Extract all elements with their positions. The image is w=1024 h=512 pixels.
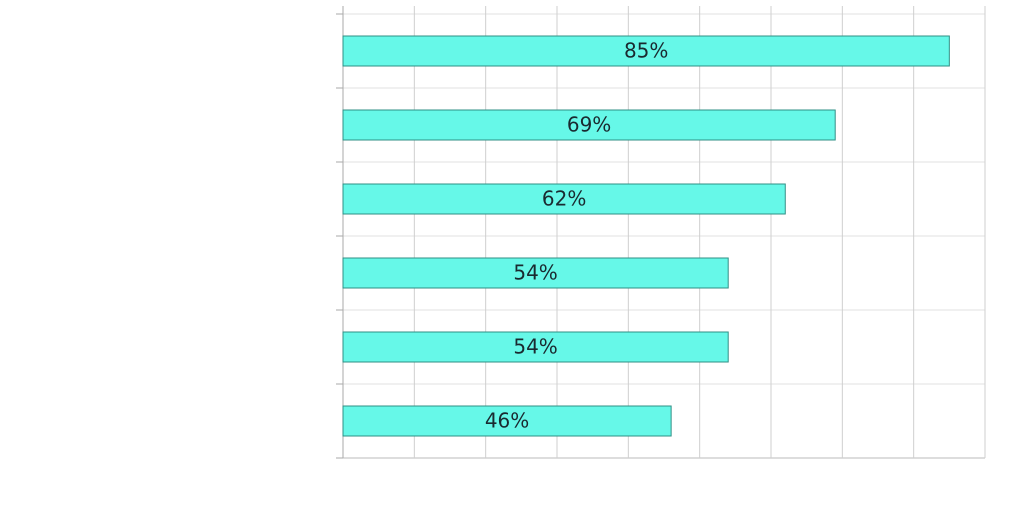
data-label: 46% <box>485 409 529 433</box>
bar <box>342 257 729 289</box>
bar <box>342 183 786 215</box>
data-label: 62% <box>542 187 586 211</box>
bar <box>342 35 950 67</box>
data-label: 85% <box>624 39 668 63</box>
data-label: 69% <box>567 113 611 137</box>
bar <box>342 109 836 141</box>
data-label: 54% <box>513 335 557 359</box>
bar <box>342 331 729 363</box>
bar <box>342 405 672 437</box>
data-label: 54% <box>513 261 557 285</box>
